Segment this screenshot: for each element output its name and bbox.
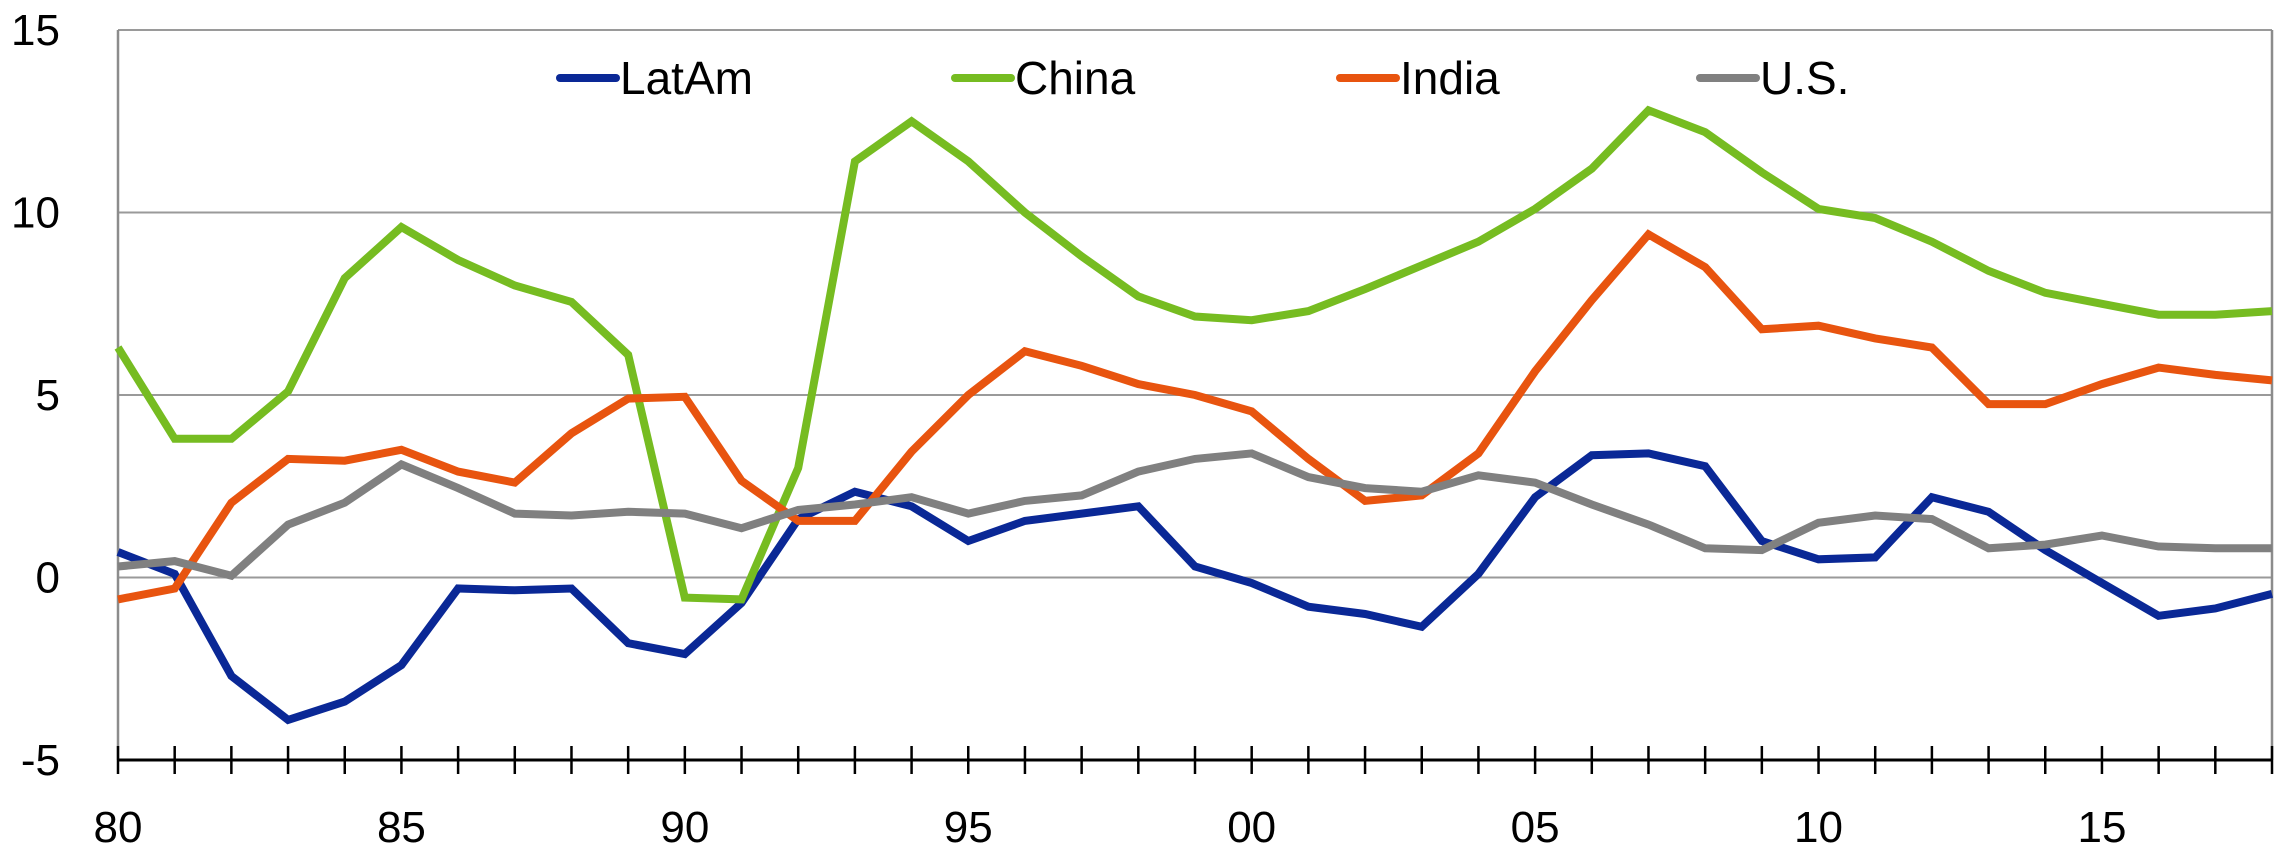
legend: LatAm China India U.S.: [556, 52, 1849, 104]
x-tick-label: 10: [1794, 803, 1843, 850]
series-line-china: [114, 105, 2273, 604]
x-axis-ticks: 80 85 90 95 00 05 10 15: [94, 746, 2274, 850]
series-lines: [114, 105, 2273, 725]
x-tick-label: 00: [1227, 803, 1276, 850]
legend-label-latam: LatAm: [620, 52, 753, 104]
x-tick-label: 95: [944, 803, 993, 850]
x-tick-label: 80: [94, 803, 143, 850]
y-tick-label: -5: [21, 736, 60, 785]
y-axis-ticks: -5 0 5 10 15: [11, 6, 60, 785]
series-line-india: [117, 229, 2273, 604]
x-tick-label: 90: [660, 803, 709, 850]
legend-label-us: U.S.: [1760, 52, 1849, 104]
legend-label-china: China: [1015, 52, 1136, 104]
x-tick-label: 05: [1511, 803, 1560, 850]
series-line-latam: [116, 449, 2273, 725]
y-tick-label: 15: [11, 6, 60, 55]
x-tick-label: 85: [377, 803, 426, 850]
x-tick-label: 15: [2077, 803, 2126, 850]
legend-label-india: India: [1400, 52, 1500, 104]
y-tick-label: 0: [36, 554, 60, 603]
series-line-us: [117, 449, 2272, 581]
y-tick-label: 10: [11, 189, 60, 238]
y-tick-label: 5: [36, 371, 60, 420]
